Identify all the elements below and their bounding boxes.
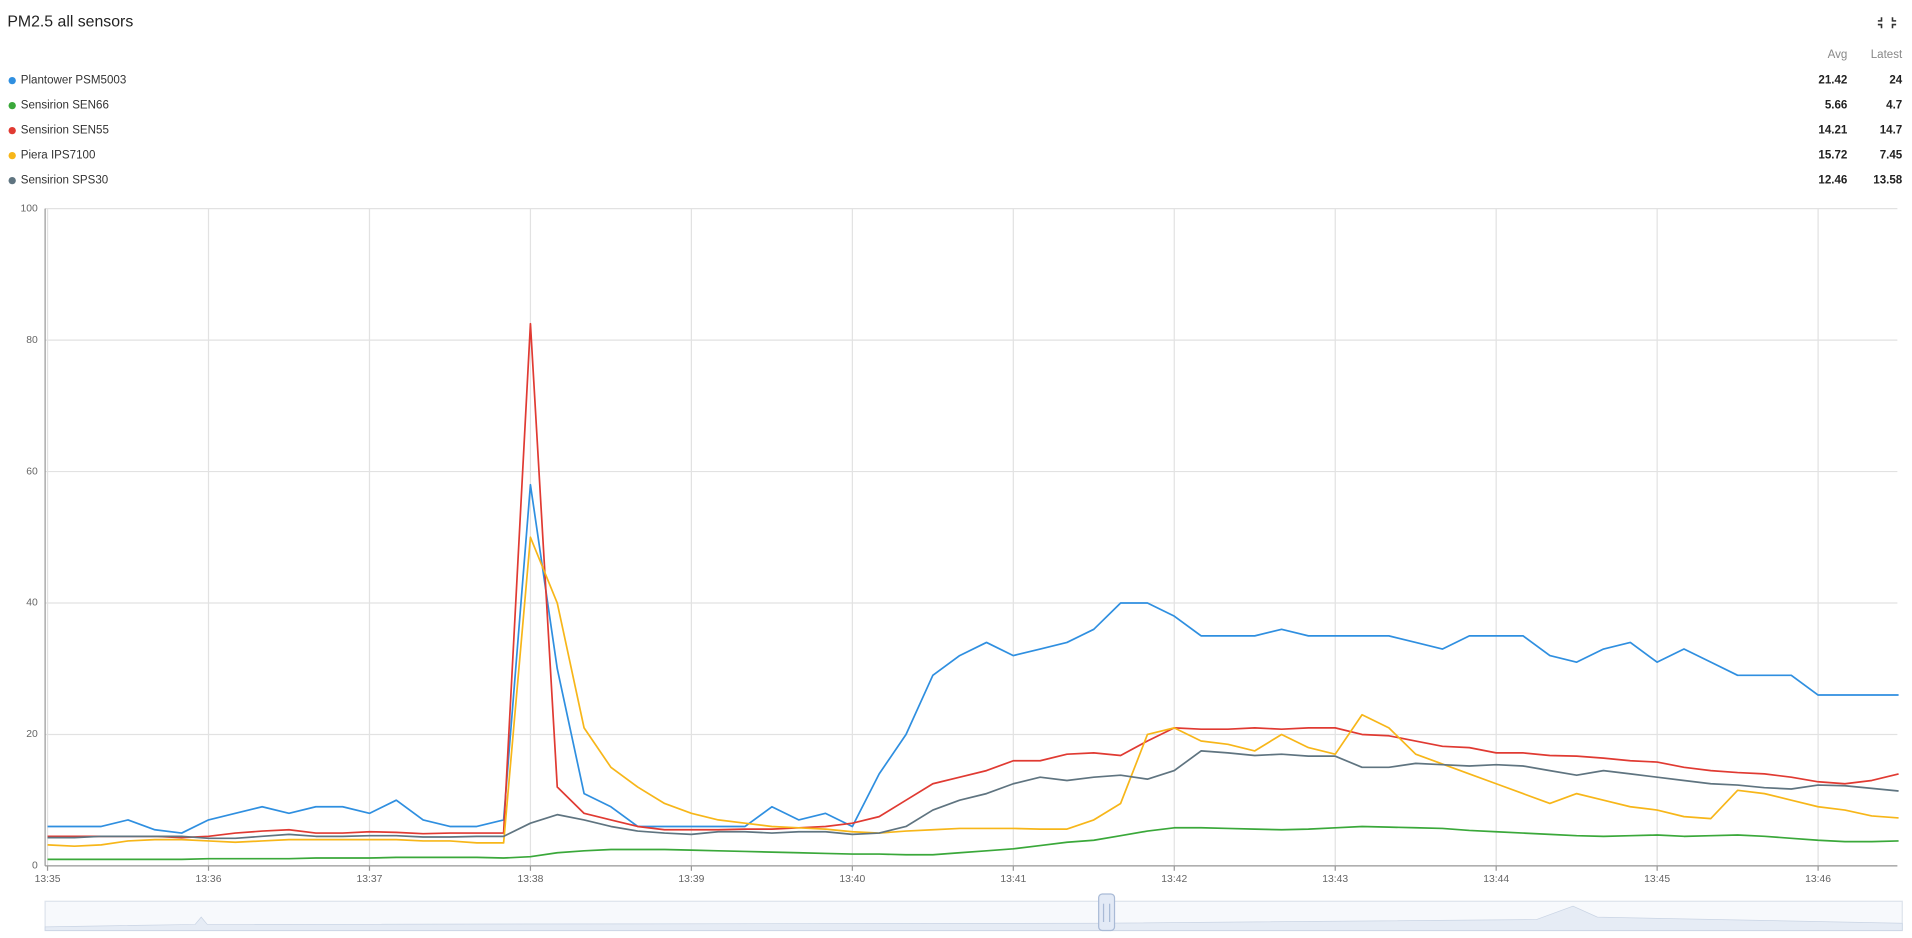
x-tick-label: 13:40	[839, 874, 865, 885]
x-tick-label: 13:39	[678, 874, 704, 885]
legend-latest: 24	[1889, 75, 1902, 87]
x-tick-label: 13:42	[1161, 874, 1187, 885]
y-tick-label: 100	[21, 203, 39, 214]
chart-title: PM2.5 all sensors	[7, 13, 133, 30]
y-tick-label: 20	[26, 729, 38, 740]
range-slider[interactable]	[44, 893, 1903, 932]
y-tick-label: 60	[26, 466, 38, 477]
legend-header: Avg	[1828, 49, 1848, 61]
legend-label: Plantower PSM5003	[21, 75, 127, 87]
series-line	[47, 322, 1899, 839]
y-tick-label: 80	[26, 335, 38, 346]
legend-dot	[8, 176, 16, 185]
legend-label: Sensirion SEN55	[21, 125, 109, 137]
legend-dot	[8, 76, 16, 85]
legend-dot	[8, 101, 16, 110]
series-line	[47, 825, 1899, 861]
legend-latest: 4.7	[1886, 100, 1902, 112]
x-tick-label: 13:43	[1322, 874, 1348, 885]
legend-label: Piera IPS7100	[21, 150, 96, 162]
series-line	[47, 750, 1899, 840]
x-tick-label: 13:41	[1000, 874, 1026, 885]
x-tick-label: 13:45	[1644, 874, 1670, 885]
y-tick-label: 40	[26, 598, 38, 609]
legend-avg: 15.72	[1818, 150, 1847, 162]
x-tick-label: 13:38	[517, 874, 543, 885]
y-tick-label: 0	[32, 861, 38, 872]
x-tick-label: 13:46	[1805, 874, 1831, 885]
x-tick-label: 13:37	[357, 874, 383, 885]
legend-avg: 21.42	[1818, 75, 1847, 87]
x-tick-label: 13:36	[196, 874, 222, 885]
legend-label: Sensirion SPS30	[21, 175, 109, 187]
series-line	[47, 483, 1899, 834]
legend-latest: 7.45	[1880, 150, 1903, 162]
x-tick-label: 13:35	[35, 874, 61, 885]
x-tick-label: 13:44	[1483, 874, 1509, 885]
legend-latest: 14.7	[1880, 125, 1903, 137]
legend-label: Sensirion SEN66	[21, 100, 109, 112]
legend-header: Latest	[1871, 49, 1903, 61]
legend-latest: 13.58	[1873, 175, 1903, 187]
legend-dot	[8, 151, 16, 160]
fullscreen-icon[interactable]	[1877, 17, 1897, 29]
legend-avg: 14.21	[1818, 125, 1848, 137]
legend-avg: 5.66	[1825, 100, 1848, 112]
series-line	[47, 536, 1899, 848]
legend-dot	[8, 126, 16, 135]
legend-avg: 12.46	[1818, 175, 1848, 187]
